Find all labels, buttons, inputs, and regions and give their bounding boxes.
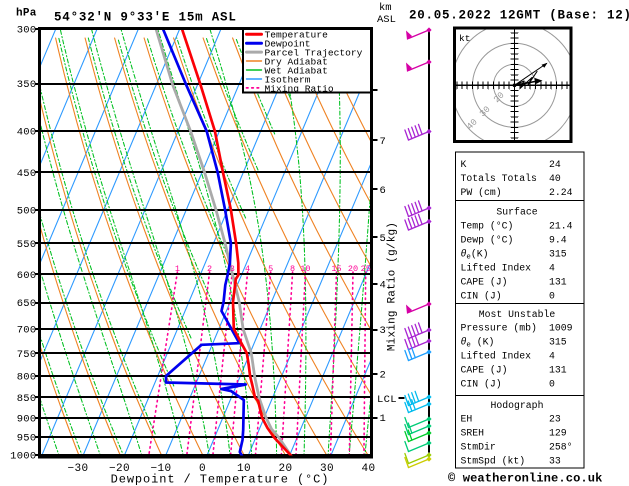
svg-text:ASL: ASL — [377, 14, 396, 26]
svg-text:K: K — [461, 159, 467, 170]
svg-text:4: 4 — [549, 263, 555, 274]
svg-text:km: km — [379, 2, 392, 14]
svg-text:450: 450 — [17, 168, 37, 180]
svg-text:Dewpoint / Temperature (°C): Dewpoint / Temperature (°C) — [111, 473, 330, 486]
svg-text:750: 750 — [17, 349, 37, 361]
svg-text:2: 2 — [207, 264, 212, 274]
svg-text:LCL: LCL — [377, 394, 397, 406]
svg-text:Dry Adiabat: Dry Adiabat — [265, 57, 328, 68]
svg-text:258°: 258° — [549, 442, 573, 453]
svg-text:54°32'N 9°33'E 15m ASL: 54°32'N 9°33'E 15m ASL — [54, 11, 237, 25]
svg-text:8: 8 — [290, 264, 295, 274]
svg-text:7: 7 — [380, 136, 386, 148]
svg-text:1009: 1009 — [549, 323, 573, 334]
svg-text:Surface: Surface — [496, 207, 537, 218]
svg-text:Parcel Trajectory: Parcel Trajectory — [265, 48, 363, 59]
svg-text:650: 650 — [17, 298, 37, 310]
svg-text:PW (cm): PW (cm) — [461, 187, 502, 198]
svg-text:kt: kt — [459, 33, 470, 44]
svg-text:20: 20 — [348, 264, 358, 274]
svg-text:Isotherm: Isotherm — [265, 74, 311, 85]
svg-text:CIN (J): CIN (J) — [461, 379, 502, 390]
svg-text:129: 129 — [549, 428, 567, 439]
svg-text:40: 40 — [361, 463, 375, 475]
svg-text:4: 4 — [245, 264, 250, 274]
svg-text:3: 3 — [230, 264, 235, 274]
svg-text:131: 131 — [549, 277, 567, 288]
svg-text:315: 315 — [549, 337, 567, 348]
svg-text:850: 850 — [17, 393, 37, 405]
svg-text:Lifted Index: Lifted Index — [461, 351, 532, 362]
svg-text:23: 23 — [549, 414, 561, 425]
svg-text:2.24: 2.24 — [549, 187, 573, 198]
svg-text:Temp (°C): Temp (°C) — [461, 221, 514, 232]
svg-text:350: 350 — [17, 79, 37, 91]
svg-text:Dewp (°C): Dewp (°C) — [461, 235, 514, 246]
svg-text:Temperature: Temperature — [265, 30, 329, 41]
svg-text:4: 4 — [380, 280, 386, 292]
svg-text:© weatheronline.co.uk: © weatheronline.co.uk — [448, 472, 603, 486]
svg-text:CAPE (J): CAPE (J) — [461, 277, 508, 288]
svg-text:Lifted Index: Lifted Index — [461, 263, 532, 274]
svg-text:SREH: SREH — [461, 428, 485, 439]
svg-text:Wet Adiabat: Wet Adiabat — [265, 65, 328, 76]
svg-text:21.4: 21.4 — [549, 221, 573, 232]
svg-text:CIN (J): CIN (J) — [461, 291, 502, 302]
svg-text:StmDir: StmDir — [461, 442, 496, 453]
svg-text:EH: EH — [461, 414, 473, 425]
svg-text:1: 1 — [175, 264, 180, 274]
svg-text:Most Unstable: Most Unstable — [479, 309, 556, 320]
svg-text:Hodograph: Hodograph — [491, 400, 544, 411]
svg-text:−10: −10 — [150, 463, 171, 475]
svg-text:30: 30 — [320, 463, 334, 475]
svg-text:131: 131 — [549, 365, 567, 376]
svg-text:700: 700 — [17, 324, 37, 336]
svg-text:Dewpoint: Dewpoint — [265, 39, 311, 50]
svg-text:9.4: 9.4 — [549, 235, 567, 246]
svg-text:6: 6 — [380, 185, 386, 197]
svg-text:1: 1 — [380, 413, 386, 425]
svg-text:0: 0 — [549, 379, 555, 390]
svg-text:Mixing Ratio: Mixing Ratio — [265, 83, 334, 94]
svg-text:−20: −20 — [109, 463, 130, 475]
svg-text:3: 3 — [380, 325, 386, 337]
svg-text:5: 5 — [268, 264, 273, 274]
svg-text:4: 4 — [549, 351, 555, 362]
svg-text:θe (K): θe (K) — [461, 337, 495, 350]
svg-text:10: 10 — [300, 264, 310, 274]
svg-text:10: 10 — [237, 463, 251, 475]
svg-text:2: 2 — [380, 370, 386, 382]
svg-text:300: 300 — [17, 25, 37, 37]
svg-text:0: 0 — [549, 291, 555, 302]
svg-text:20.05.2022 12GMT (Base: 12): 20.05.2022 12GMT (Base: 12) — [409, 9, 629, 23]
svg-text:CAPE (J): CAPE (J) — [461, 365, 508, 376]
svg-text:25: 25 — [361, 264, 371, 274]
svg-text:33: 33 — [549, 456, 561, 467]
svg-text:500: 500 — [17, 205, 37, 217]
svg-text:StmSpd (kt): StmSpd (kt) — [461, 456, 526, 467]
svg-text:315: 315 — [549, 249, 567, 260]
svg-text:5: 5 — [380, 233, 386, 245]
svg-text:Mixing Ratio (g/kg): Mixing Ratio (g/kg) — [387, 222, 399, 351]
svg-text:θe(K): θe(K) — [461, 249, 489, 262]
svg-text:950: 950 — [17, 433, 37, 445]
svg-text:hPa: hPa — [16, 8, 37, 20]
svg-text:900: 900 — [17, 413, 37, 425]
svg-text:−30: −30 — [67, 463, 88, 475]
svg-text:0: 0 — [199, 463, 206, 475]
svg-text:600: 600 — [17, 270, 37, 282]
svg-text:400: 400 — [17, 126, 37, 138]
svg-text:1000: 1000 — [10, 451, 36, 463]
svg-text:800: 800 — [17, 372, 37, 384]
svg-text:24: 24 — [549, 159, 561, 170]
svg-text:Pressure (mb): Pressure (mb) — [461, 323, 537, 334]
svg-text:40: 40 — [549, 173, 561, 184]
svg-text:20: 20 — [278, 463, 292, 475]
svg-text:Totals Totals: Totals Totals — [461, 173, 538, 184]
svg-text:15: 15 — [331, 264, 341, 274]
svg-text:550: 550 — [17, 239, 37, 251]
